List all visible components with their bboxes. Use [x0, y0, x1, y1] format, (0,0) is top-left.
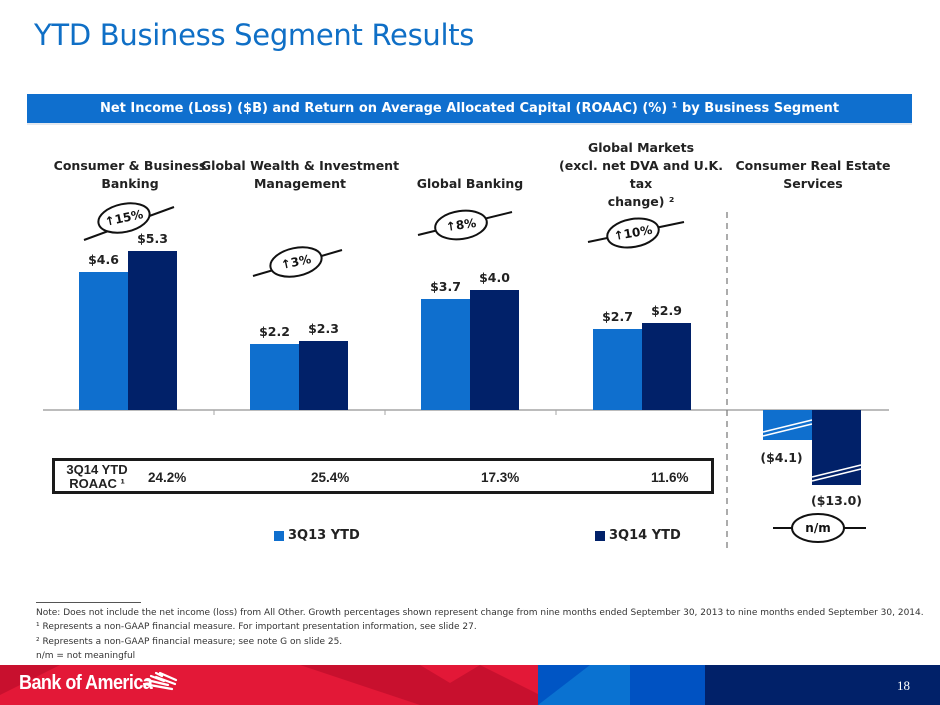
chart-banner: Net Income (Loss) ($B) and Return on Ave…: [27, 94, 912, 125]
roaac-value-gwim: 25.4%: [311, 470, 350, 485]
bar-3q13: [250, 344, 299, 410]
callout-ellipse: [606, 217, 660, 249]
axis-break-mark: [762, 423, 813, 437]
bar-3q14: [642, 323, 691, 410]
bar-3q13: [763, 410, 812, 440]
roaac-value-gm: 11.6%: [651, 470, 689, 485]
segment-label-cres: Consumer Real Estate Services: [733, 157, 893, 193]
callout-text-nm: n/m: [805, 521, 830, 535]
data-label: $3.7: [430, 279, 461, 294]
roaac-value-cbb: 24.2%: [148, 470, 187, 485]
segment-label-line: change) ²: [607, 194, 675, 209]
growth-callout: ↑10%: [587, 217, 685, 249]
data-label: $4.0: [479, 270, 510, 285]
segment-label-line: Global Wealth & Investment: [200, 158, 400, 173]
data-label: $2.9: [651, 303, 682, 318]
callout-text-growth: ↑3%: [280, 252, 313, 272]
footnote-note: Note: Does not include the net income (l…: [36, 608, 924, 618]
roaac-box: 3Q14 YTD ROAAC ¹ 24.2% 25.4% 17.3% 11.6%: [52, 458, 714, 494]
legend-swatch-3q14: [595, 530, 605, 541]
footer-bar: Bank of America 18: [0, 665, 940, 705]
legend-item-3q14: 3Q14 YTD: [595, 528, 681, 543]
segment-label-line: Consumer & Business: [53, 158, 207, 173]
bar-3q13: [79, 272, 128, 410]
callout-text-growth: ↑8%: [445, 216, 477, 234]
roaac-label: 3Q14 YTD ROAAC ¹: [61, 463, 133, 491]
bar-chart: $4.6 $2.2 $3.7 $2.7 ($4.1) $5.3 $2.3 $4.0 $2.9 ($…: [43, 202, 889, 548]
data-label: ($4.1): [760, 450, 802, 465]
segment-label-line: Services: [783, 176, 843, 191]
growth-callout: ↑8%: [417, 209, 513, 241]
callout-text-growth: ↑10%: [613, 223, 654, 244]
data-label: $4.6: [88, 252, 119, 267]
bar-3q14: [470, 290, 519, 410]
axis-break-mark: [762, 419, 813, 433]
legend-item-3q13: 3Q13 YTD: [274, 528, 360, 543]
footnote-2: ² Represents a non-GAAP financial measur…: [36, 636, 343, 647]
roaac-label-line2: ROAAC ¹: [69, 476, 125, 491]
callout-ellipse: [791, 513, 845, 543]
legend-label-3q13: 3Q13 YTD: [288, 528, 360, 543]
flag-logo-icon: [142, 671, 178, 691]
data-label: $2.7: [602, 309, 633, 324]
callout-ellipse: [269, 246, 323, 278]
segment-label-line: Global Banking: [416, 176, 524, 191]
page-title: YTD Business Segment Results: [34, 18, 475, 52]
bar-3q14: [299, 341, 348, 410]
segment-label-line: Management: [253, 176, 346, 191]
page-number: 18: [897, 678, 910, 693]
bar-3q14: [812, 410, 861, 485]
segment-label-gwim: Global Wealth & Investment Management: [200, 157, 400, 193]
segment-label-line: Global Markets: [587, 140, 695, 155]
axis-break-mark: [811, 468, 862, 482]
growth-callout: ↑3%: [252, 246, 343, 278]
data-label: $2.3: [308, 321, 339, 336]
footnote-1: ¹ Represents a non-GAAP financial measur…: [36, 622, 477, 633]
callout-ellipse: [97, 202, 151, 234]
data-label: ($13.0): [811, 493, 862, 508]
data-label: $2.2: [259, 324, 290, 339]
callout-ellipse: [434, 209, 488, 241]
bar-3q14: [128, 251, 177, 410]
bar-3q13: [593, 329, 642, 410]
segment-label-gm: Global Markets (excl. net DVA and U.K. t…: [546, 139, 736, 211]
legend-label-3q14: 3Q14 YTD: [609, 528, 681, 543]
roaac-label-line1: 3Q14 YTD: [66, 462, 128, 477]
growth-callout-nm: n/m: [773, 513, 866, 543]
bar-3q13: [421, 299, 470, 410]
legend-swatch-3q13: [274, 530, 284, 541]
segment-label-line: Consumer Real Estate: [735, 158, 891, 173]
footnote-nm: n/m = not meaningful: [36, 650, 136, 661]
footer-background: [0, 665, 940, 705]
data-label: $5.3: [137, 231, 168, 246]
roaac-value-gb: 17.3%: [481, 470, 520, 485]
footnote-divider: [36, 602, 141, 603]
growth-callout: ↑15%: [83, 202, 175, 241]
segment-label-cbb: Consumer & Business Banking: [40, 157, 220, 193]
brand-logo-text: Bank of America: [19, 672, 153, 694]
footnotes: Note: Does not include the net income (l…: [36, 606, 924, 663]
segment-label-line: (excl. net DVA and U.K. tax: [559, 158, 723, 191]
axis-break-mark: [811, 464, 862, 478]
segment-label-gb: Global Banking: [390, 175, 550, 193]
segment-label-line: Banking: [101, 176, 159, 191]
